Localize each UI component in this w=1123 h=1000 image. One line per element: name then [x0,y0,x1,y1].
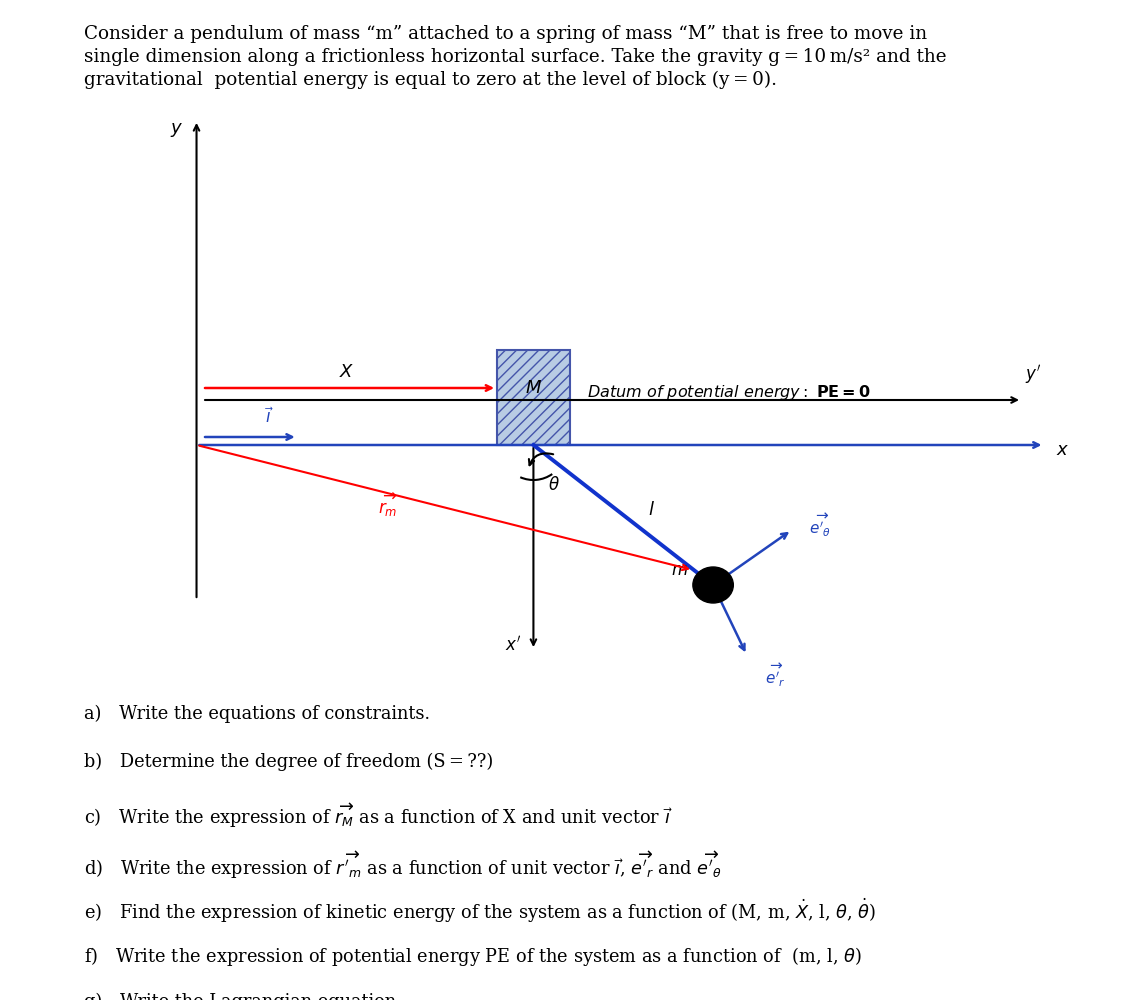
Text: a) Write the equations of constraints.: a) Write the equations of constraints. [84,705,430,723]
Text: $m$: $m$ [670,561,688,579]
Text: $y'$: $y'$ [1025,363,1041,386]
Bar [496,350,570,445]
Text: b) Determine the degree of freedom (S = ??): b) Determine the degree of freedom (S = … [84,753,493,771]
Circle shape [693,567,733,603]
Text: $l$: $l$ [648,501,655,519]
Text: d) Write the expression of $\overrightarrow{r'_m}$ as a function of unit vector : d) Write the expression of $\overrightar… [84,849,722,881]
Text: $\theta$: $\theta$ [548,476,559,494]
Text: $\overrightarrow{e'_r}$: $\overrightarrow{e'_r}$ [765,661,785,689]
Text: g) Write the Lagrangian equation: g) Write the Lagrangian equation [84,993,396,1000]
Text: $\overrightarrow{r_m}$: $\overrightarrow{r_m}$ [377,491,398,519]
Text: $x$: $x$ [1056,441,1069,459]
Text: $X$: $X$ [339,363,355,381]
Text: $\vec{\imath}$: $\vec{\imath}$ [265,407,274,427]
Text: gravitational  potential energy is equal to zero at the level of block (y = 0).: gravitational potential energy is equal … [84,71,777,89]
Text: e) Find the expression of kinetic energy of the system as a function of (M, m, $: e) Find the expression of kinetic energy… [84,897,876,925]
Text: c) Write the expression of $\overrightarrow{r_M}$ as a function of X and unit ve: c) Write the expression of $\overrightar… [84,801,674,830]
Text: $\mathit{Datum\ of\ potential\ energy:}$ $\mathbf{PE = 0}$: $\mathit{Datum\ of\ potential\ energy:}$… [586,382,870,401]
Text: $y$: $y$ [170,121,183,139]
Text: $\overrightarrow{e'_{\theta}}$: $\overrightarrow{e'_{\theta}}$ [809,511,831,539]
Text: Consider a pendulum of mass “m” attached to a spring of mass “M” that is free to: Consider a pendulum of mass “m” attached… [84,25,928,43]
Text: single dimension along a frictionless horizontal surface. Take the gravity g = 1: single dimension along a frictionless ho… [84,48,947,66]
Text: $x'$: $x'$ [505,636,521,654]
Text: $M$: $M$ [524,379,542,397]
Text: f) Write the expression of potential energy PE of the system as a function of  (: f) Write the expression of potential ene… [84,945,862,968]
